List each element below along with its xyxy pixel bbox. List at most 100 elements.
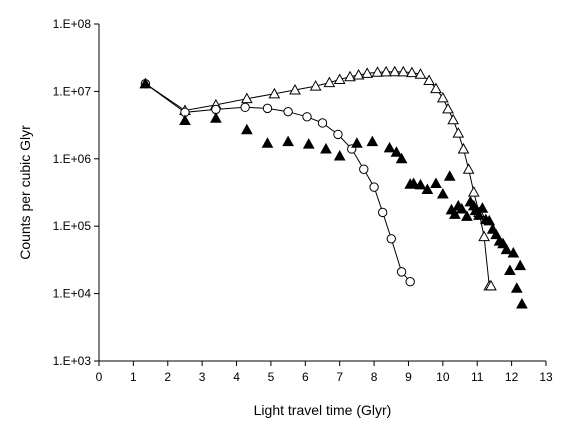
data-point xyxy=(333,73,346,85)
data-point xyxy=(240,102,250,113)
data-point xyxy=(210,112,222,123)
data-point xyxy=(302,138,315,149)
data-point xyxy=(283,106,293,117)
data-point xyxy=(317,118,328,128)
x-tick-label: 10 xyxy=(436,370,450,384)
data-point xyxy=(507,246,520,258)
x-tick-label: 2 xyxy=(164,370,171,384)
data-point xyxy=(388,65,401,77)
data-point xyxy=(371,66,384,77)
x-tick-label: 8 xyxy=(371,370,378,384)
data-point xyxy=(369,182,379,192)
data-point xyxy=(430,82,442,94)
data-point xyxy=(333,129,343,140)
y-axis-label: Counts per cubic Glyr xyxy=(17,125,33,260)
x-axis: 0 1 2 3 4 5 6 7 8 9 10 11 12 13 xyxy=(96,360,553,384)
data-point xyxy=(510,282,523,293)
data-point xyxy=(390,146,403,157)
x-tick-label: 5 xyxy=(268,370,275,384)
data-point xyxy=(323,76,336,88)
series-line xyxy=(145,71,491,287)
data-point xyxy=(397,65,410,77)
data-point xyxy=(430,177,442,189)
data-point xyxy=(449,208,461,219)
data-point xyxy=(320,142,332,154)
y-tick-label: 1.E+07 xyxy=(53,84,92,98)
series-filled-triangle xyxy=(139,77,528,309)
data-point xyxy=(490,228,502,240)
data-point xyxy=(483,214,496,226)
data-point xyxy=(516,298,528,309)
data-point xyxy=(414,68,427,79)
y-tick-label: 1.E+05 xyxy=(53,219,92,233)
data-point xyxy=(383,141,396,153)
data-point xyxy=(268,87,281,99)
data-point xyxy=(361,67,374,78)
x-tick-label: 1 xyxy=(130,370,137,384)
data-point xyxy=(442,102,454,114)
data-point xyxy=(241,123,253,135)
data-point xyxy=(423,74,435,86)
data-point xyxy=(407,177,420,189)
data-point xyxy=(436,188,449,199)
x-tick-label: 3 xyxy=(199,370,206,384)
data-point xyxy=(386,234,396,244)
x-tick-label: 13 xyxy=(539,370,553,384)
data-point xyxy=(359,164,369,174)
data-point xyxy=(351,137,363,148)
data-point xyxy=(289,83,301,95)
data-point xyxy=(282,135,294,147)
data-point xyxy=(380,65,392,77)
data-point xyxy=(405,277,415,287)
plot-area xyxy=(139,65,528,309)
data-point xyxy=(473,209,485,220)
data-point xyxy=(443,170,456,181)
x-tick-label: 0 xyxy=(96,370,103,384)
x-tick-label: 4 xyxy=(233,370,240,384)
data-point xyxy=(139,77,152,89)
data-point xyxy=(447,113,460,125)
data-point xyxy=(406,66,418,78)
data-point xyxy=(478,230,490,242)
y-tick-label: 1.E+04 xyxy=(53,287,92,301)
data-point xyxy=(395,152,408,164)
data-point xyxy=(179,114,191,126)
data-point xyxy=(396,267,407,277)
data-point xyxy=(461,210,473,221)
x-tick-label: 7 xyxy=(336,370,343,384)
data-point xyxy=(504,264,516,276)
data-point xyxy=(457,142,470,154)
data-point xyxy=(500,243,513,255)
x-axis-label: Light travel time (Glyr) xyxy=(254,402,392,418)
data-point xyxy=(377,207,388,218)
series-open-triangle xyxy=(139,65,497,291)
data-point xyxy=(241,92,253,104)
data-point xyxy=(309,80,322,91)
series-line xyxy=(145,83,411,283)
y-tick-label: 1.E+08 xyxy=(53,17,92,31)
data-point xyxy=(352,68,365,80)
data-point xyxy=(333,149,346,161)
y-axis: 1.E+03 1.E+04 1.E+05 1.E+06 1.E+07 1.E+08 xyxy=(53,17,100,368)
data-point xyxy=(514,259,527,271)
data-point xyxy=(462,163,475,174)
data-point xyxy=(366,135,379,147)
series-open-circle xyxy=(140,79,415,287)
data-point xyxy=(436,91,449,103)
data-point xyxy=(455,202,468,214)
y-tick-label: 1.E+06 xyxy=(53,152,92,166)
x-tick-label: 12 xyxy=(505,370,519,384)
x-tick-label: 6 xyxy=(302,370,309,384)
data-point xyxy=(302,112,312,122)
y-tick-label: 1.E+03 xyxy=(53,354,92,368)
data-point xyxy=(452,127,465,138)
data-point xyxy=(262,103,273,114)
x-tick-label: 11 xyxy=(471,370,484,384)
data-point xyxy=(421,183,434,195)
data-point xyxy=(485,279,497,291)
data-point xyxy=(467,186,480,197)
data-point xyxy=(414,178,427,190)
x-tick-label: 9 xyxy=(405,370,412,384)
data-point xyxy=(344,70,356,82)
